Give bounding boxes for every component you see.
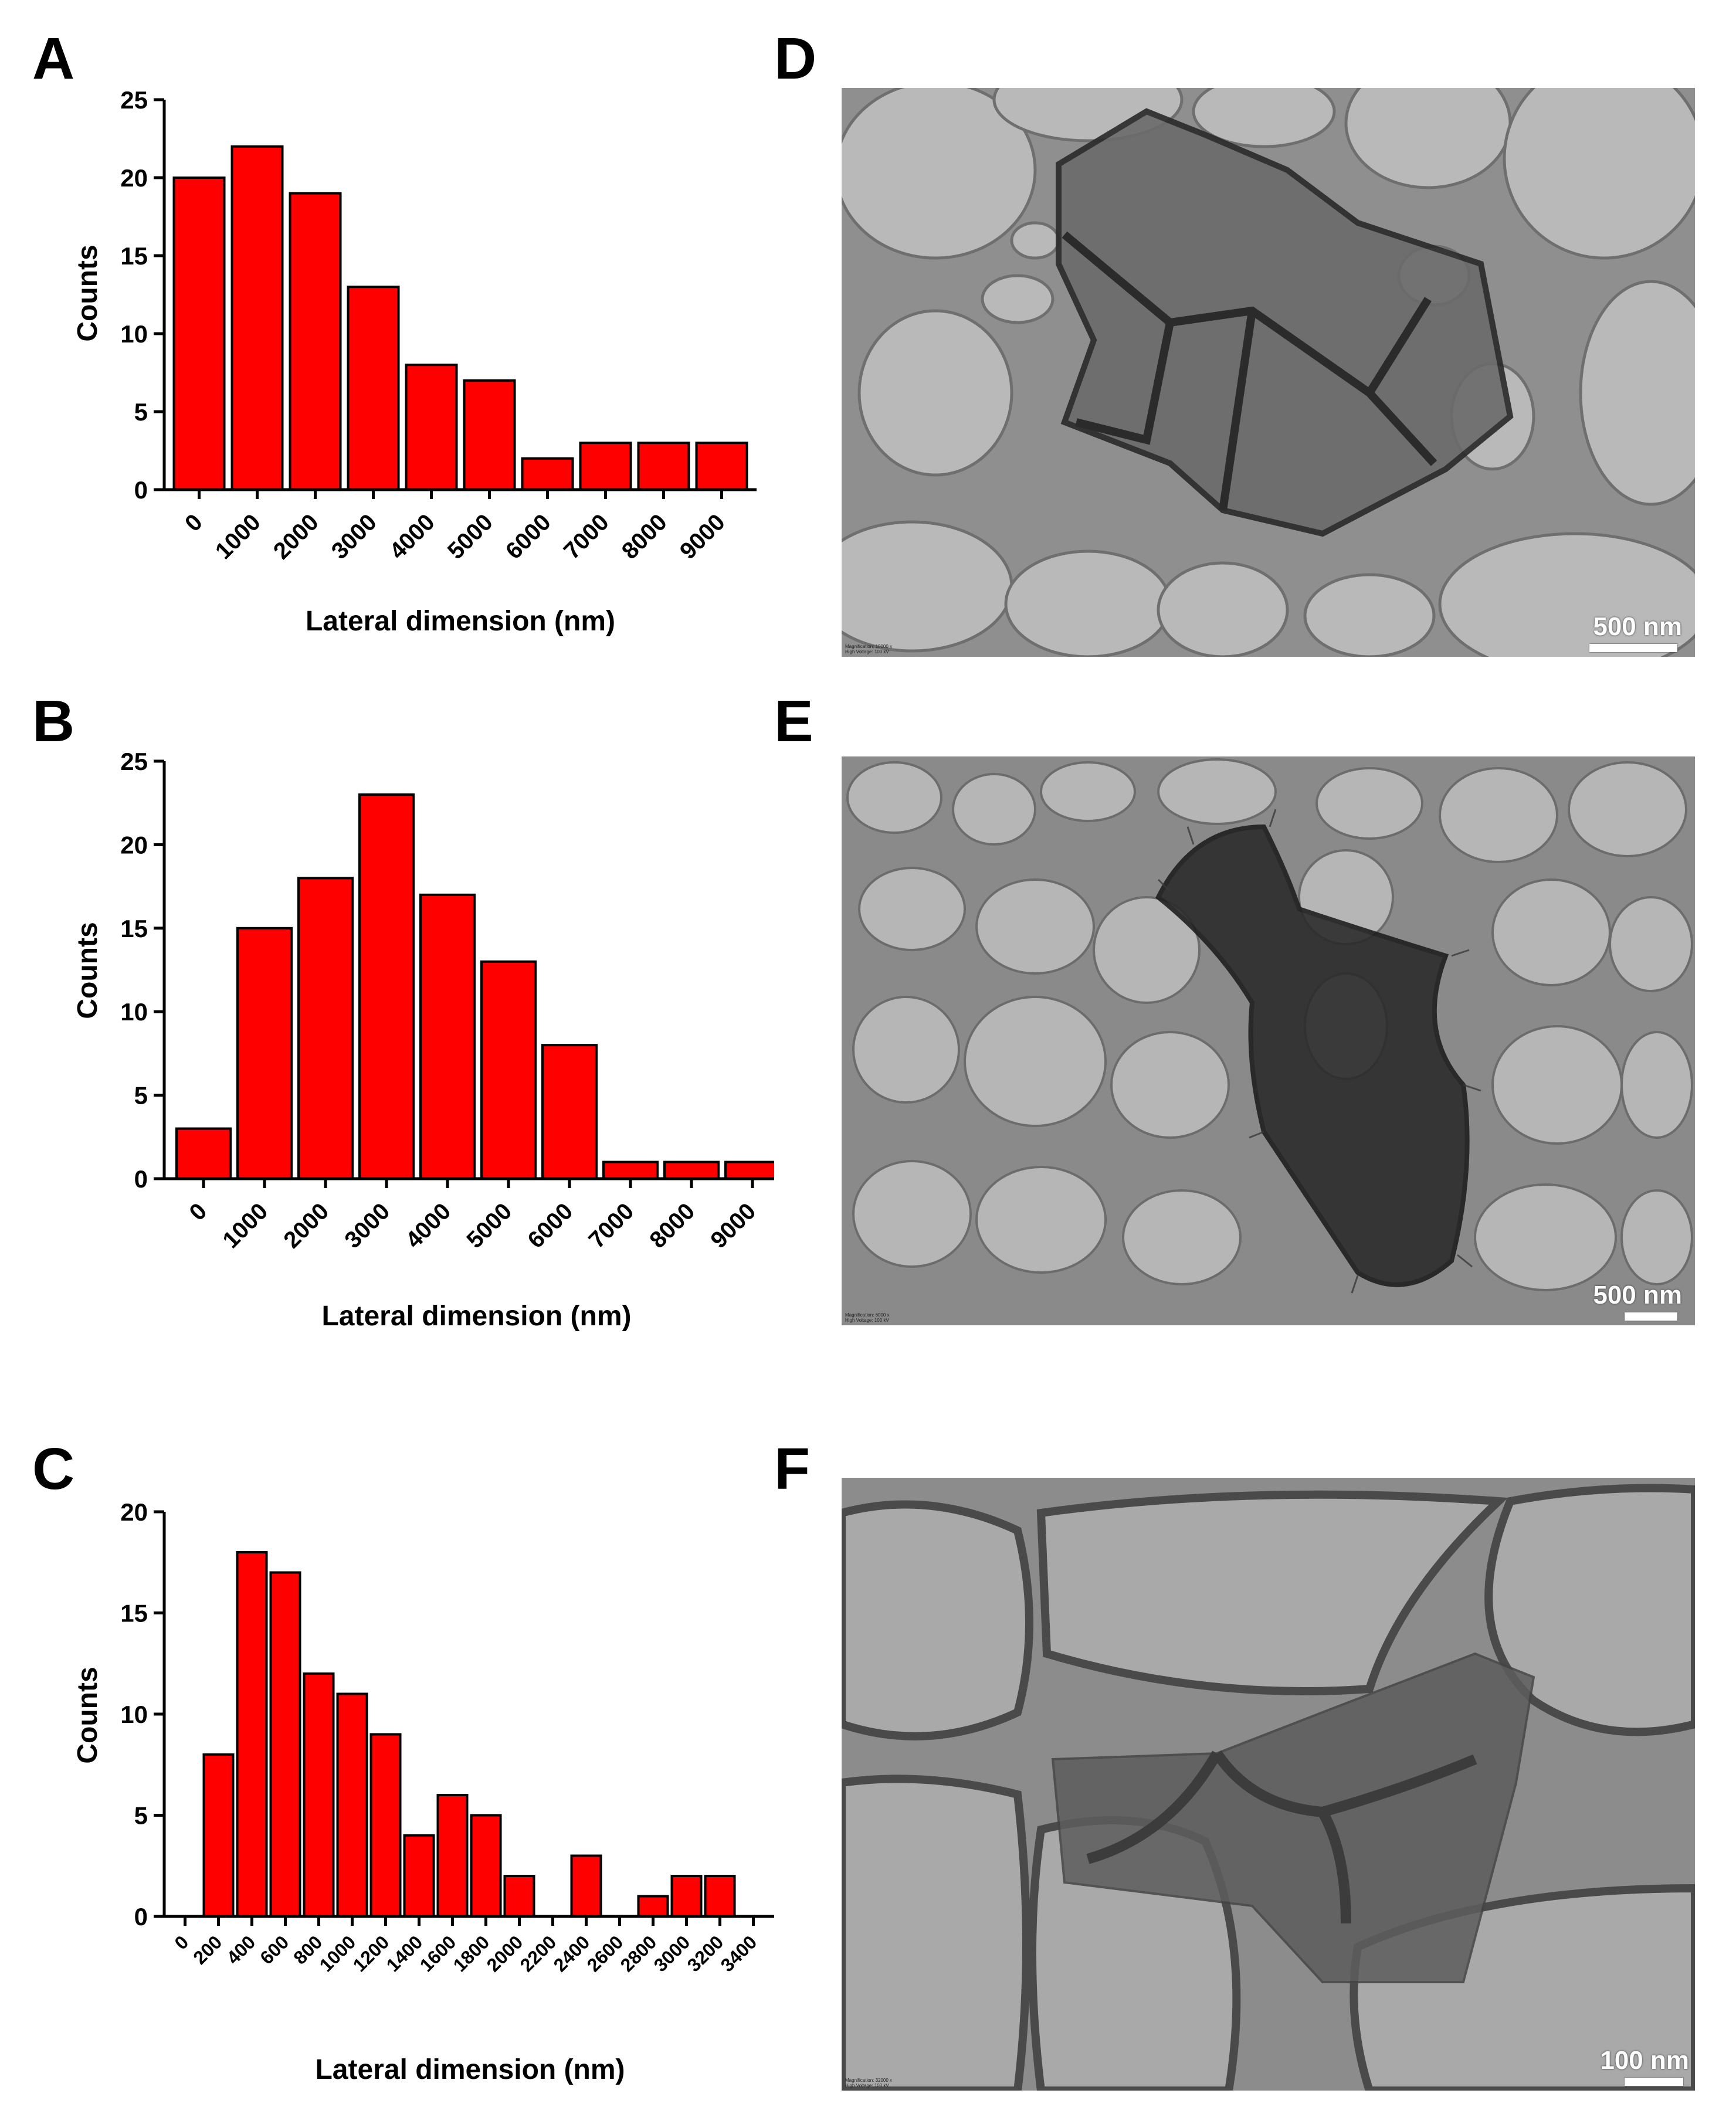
bar-a-0	[172, 177, 226, 491]
x-tick-label-c-1600: 1600	[416, 1931, 460, 1976]
bar-c-1200	[369, 1733, 402, 1918]
bar-c-2400	[570, 1854, 602, 1918]
x-tick-label-c-2200: 2200	[516, 1931, 561, 1976]
y-tick-label-a-20: 20	[120, 164, 148, 192]
y-axis-label-b: Counts	[72, 922, 103, 1019]
tem-e-voltage: High Voltage: 100 kV	[845, 1318, 889, 1323]
y-tick-label-a-0: 0	[134, 476, 148, 504]
scale-bar-label-e: 500 nm	[1593, 1281, 1682, 1309]
x-tick-label-c-2600: 2600	[583, 1931, 628, 1976]
y-tick-label-a-25: 25	[120, 86, 148, 114]
histogram-c: 0510152002004006008001000120014001600180…	[72, 1498, 774, 2085]
x-axis-label-b: Lateral dimension (nm)	[321, 1301, 631, 1332]
x-tick-label-c-1000: 1000	[316, 1931, 360, 1976]
tem-image-d: Magnification: 10000 x High Voltage: 100…	[842, 88, 1695, 657]
bar-b-7000	[602, 1161, 659, 1180]
y-tick-label-c-20: 20	[120, 1498, 148, 1526]
bar-c-1600	[436, 1794, 469, 1918]
bar-c-800	[303, 1672, 335, 1918]
tem-e-magnification: Magnification: 6000 x	[845, 1312, 890, 1318]
y-tick-label-b-15: 15	[120, 915, 148, 942]
y-tick-label-c-5: 5	[134, 1802, 148, 1830]
y-tick-label-c-10: 10	[120, 1701, 148, 1728]
scale-bar-d	[1589, 644, 1677, 652]
bar-c-1400	[403, 1834, 435, 1918]
scale-bar-f	[1625, 2078, 1683, 2086]
panel-label-a: A	[32, 26, 75, 91]
y-tick-label-b-0: 0	[134, 1165, 148, 1193]
x-tick-label-c-600: 600	[256, 1931, 293, 1968]
x-tick-label-c-200: 200	[189, 1931, 226, 1968]
y-tick-label-b-20: 20	[120, 831, 148, 859]
panel-label-d: D	[774, 26, 817, 91]
x-tick-label-c-1200: 1200	[349, 1931, 394, 1976]
panel-label-e: E	[774, 688, 813, 754]
bar-c-3200	[704, 1875, 736, 1918]
y-tick-label-b-10: 10	[120, 998, 148, 1026]
bar-b-6000	[541, 1044, 598, 1180]
scale-bar-label-d: 500 nm	[1593, 612, 1682, 641]
tem-d-metadata: Magnification: 10000 x High Voltage: 100…	[845, 644, 892, 654]
tem-d-magnification: Magnification: 10000 x	[845, 644, 893, 649]
panel-label-c: C	[32, 1436, 75, 1502]
y-tick-label-a-10: 10	[120, 320, 148, 348]
tem-image-e-art	[846, 758, 1693, 1294]
y-tick-label-b-5: 5	[134, 1082, 148, 1110]
y-axis-label-a: Counts	[72, 245, 103, 341]
x-tick-label-c-3400: 3400	[717, 1931, 761, 1976]
bar-c-200	[202, 1753, 235, 1918]
tem-image-d-art	[842, 88, 1695, 657]
bar-b-8000	[663, 1161, 720, 1180]
y-tick-label-c-15: 15	[120, 1600, 148, 1627]
scale-bar-e	[1625, 1312, 1677, 1321]
x-tick-label-c-1400: 1400	[382, 1931, 427, 1976]
y-tick-label-a-15: 15	[120, 242, 148, 270]
x-tick-label-c-0: 0	[170, 1931, 192, 1953]
panel-label-b: B	[32, 688, 75, 754]
tem-f-voltage: High Voltage: 100 kV	[845, 2083, 889, 2088]
tem-image-e: Magnification: 6000 x High Voltage: 100 …	[842, 756, 1695, 1325]
y-tick-label-a-5: 5	[134, 398, 148, 426]
bar-c-2000	[503, 1875, 535, 1918]
bar-c-600	[269, 1571, 301, 1918]
x-axis-label-a: Lateral dimension (nm)	[306, 606, 615, 637]
bar-b-2000	[297, 877, 354, 1180]
x-tick-label-c-1800: 1800	[449, 1931, 494, 1976]
bar-a-8000	[637, 442, 690, 491]
bar-c-2800	[637, 1895, 669, 1918]
bar-c-400	[236, 1551, 268, 1918]
panel-label-f: F	[774, 1436, 811, 1502]
bar-c-1800	[470, 1814, 502, 1918]
x-tick-label-c-2000: 2000	[483, 1931, 527, 1976]
tem-f-metadata: Magnification: 32000 x High Voltage: 100…	[845, 2078, 892, 2088]
y-tick-label-b-25: 25	[120, 748, 148, 775]
y-axis-label-c: Counts	[72, 1667, 103, 1763]
tem-f-magnification: Magnification: 32000 x	[845, 2078, 893, 2083]
x-tick-label-c-3200: 3200	[683, 1931, 728, 1976]
x-tick-label-c-400: 400	[222, 1931, 259, 1968]
bar-c-1000	[336, 1692, 368, 1918]
y-tick-label-c-0: 0	[134, 1903, 148, 1930]
bar-b-1000	[236, 927, 293, 1180]
bar-c-3000	[670, 1875, 703, 1918]
tem-e-metadata: Magnification: 6000 x High Voltage: 100 …	[845, 1312, 890, 1323]
bar-b-3000	[358, 793, 415, 1180]
x-tick-label-c-2400: 2400	[550, 1931, 594, 1976]
bar-b-4000	[419, 893, 476, 1180]
tem-d-voltage: High Voltage: 100 kV	[845, 649, 889, 654]
bar-b-5000	[480, 960, 537, 1180]
tem-image-f-art	[842, 1484, 1695, 2091]
scale-bar-label-f: 100 nm	[1600, 2046, 1689, 2075]
x-tick-label-c-2800: 2800	[616, 1931, 661, 1976]
x-axis-label-c: Lateral dimension (nm)	[315, 2054, 625, 2085]
bar-a-7000	[579, 442, 632, 491]
x-tick-label-c-3000: 3000	[650, 1931, 694, 1976]
tem-image-f: Magnification: 32000 x High Voltage: 100…	[842, 1478, 1695, 2091]
